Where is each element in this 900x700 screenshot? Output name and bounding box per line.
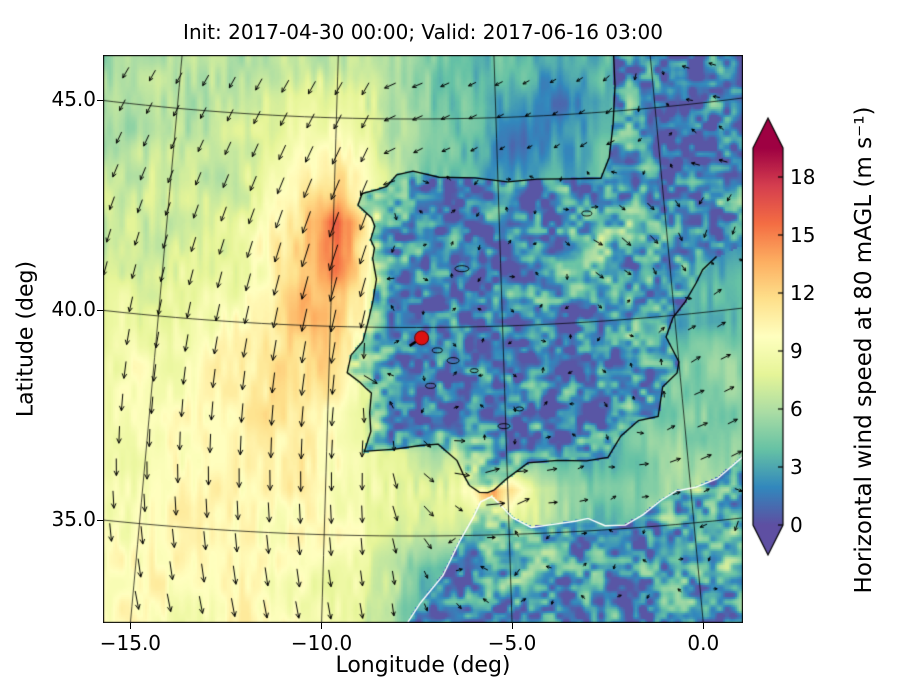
- x-tick-label: 0.0: [687, 631, 720, 655]
- x-tick-label: −10.0: [290, 631, 353, 655]
- colorbar-tick-label: 12: [790, 281, 816, 305]
- x-axis-label: Longitude (deg): [335, 653, 511, 678]
- colorbar-tick-label: 3: [790, 455, 803, 479]
- colorbar-tick-label: 0: [790, 513, 803, 537]
- x-tick-mark: [321, 623, 323, 629]
- y-axis-label: Latitude (deg): [13, 260, 39, 418]
- x-tick-label: −15.0: [99, 631, 162, 655]
- y-tick-mark: [97, 519, 103, 521]
- x-tick-label: −5.0: [487, 631, 537, 655]
- map-canvas: [103, 55, 743, 623]
- colorbar-tick-label: 6: [790, 397, 803, 421]
- figure-title: Init: 2017-04-30 00:00; Valid: 2017-06-1…: [183, 20, 663, 44]
- y-tick-label: 45.0: [51, 87, 96, 112]
- x-tick-mark: [129, 623, 131, 629]
- y-tick-label: 35.0: [51, 507, 96, 532]
- y-tick-mark: [97, 309, 103, 311]
- colorbar-tick-label: 15: [790, 223, 816, 247]
- x-tick-mark: [702, 623, 704, 629]
- colorbar-tick-label: 18: [790, 165, 816, 189]
- y-tick-label: 40.0: [51, 297, 96, 322]
- colorbar-label: Horizontal wind speed at 80 mAGL (m s⁻¹): [851, 106, 877, 594]
- y-tick-mark: [97, 99, 103, 101]
- colorbar-tick-label: 9: [790, 339, 803, 363]
- colorbar-canvas: [742, 55, 872, 623]
- x-tick-mark: [511, 623, 513, 629]
